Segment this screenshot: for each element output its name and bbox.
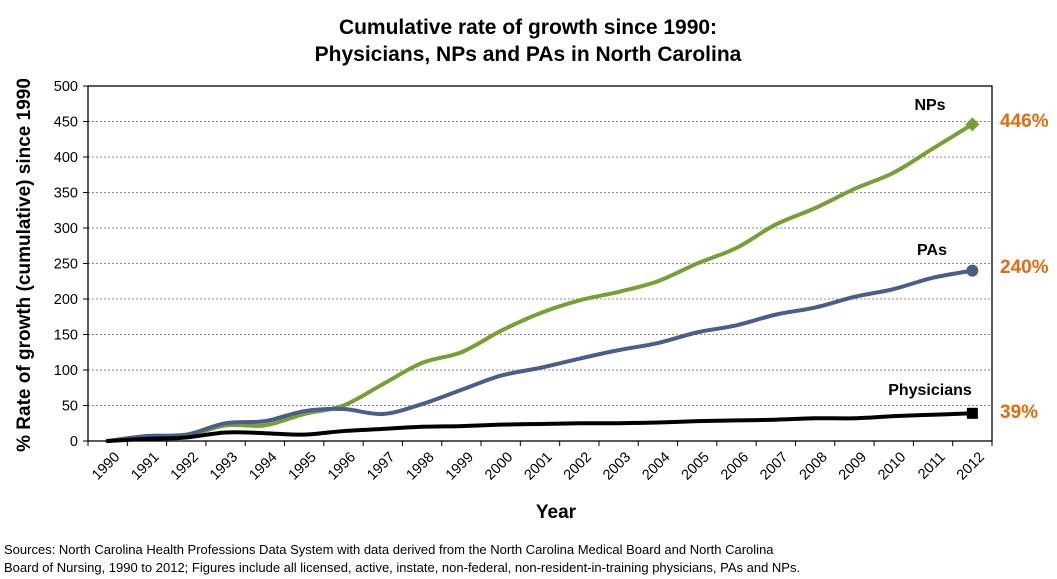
x-tick-label-2002: 2002 — [561, 449, 595, 483]
y-tick-label-150: 150 — [54, 328, 78, 344]
series-line-pas — [105, 268, 975, 443]
y-tick-label-0: 0 — [70, 434, 78, 450]
x-tick-label-2006: 2006 — [718, 449, 752, 483]
x-tick-label-1991: 1991 — [128, 449, 162, 483]
x-tick-label-1996: 1996 — [325, 449, 359, 483]
y-tick-label-450: 450 — [54, 115, 78, 131]
chart-title-line-2: Physicians, NPs and PAs in North Carolin… — [315, 43, 742, 66]
x-tick-label-2010: 2010 — [875, 449, 909, 483]
x-tick-labels: 1990 1991 1992 1993 1994 1995 1996 1997 1998 1999… — [89, 449, 988, 483]
y-tick-label-500: 500 — [54, 79, 78, 95]
y-tick-label-100: 100 — [54, 363, 78, 379]
y-tick-label-50: 50 — [62, 399, 78, 415]
x-tick-label-2001: 2001 — [521, 449, 555, 483]
x-tick-label-2000: 2000 — [482, 449, 516, 483]
x-axis-label: Year — [536, 502, 577, 523]
y-axis-label: % Rate of growth (cumulative) since 1990 — [14, 78, 35, 452]
end-marker-physicians — [966, 407, 978, 419]
end-label-physicians: 39% — [1000, 402, 1038, 423]
chart-title-line-1: Cumulative rate of growth since 1990: — [339, 16, 717, 39]
source-note-line-2: Board of Nursing, 1990 to 2012; Figures … — [4, 560, 800, 575]
end-label-nps: 446% — [1000, 111, 1049, 132]
x-tick-label-1992: 1992 — [168, 449, 202, 483]
series-label-physicians: Physicians — [888, 382, 972, 399]
x-tick-label-1997: 1997 — [364, 449, 398, 483]
y-tick-labels: 0 50 100 150 200 250 300 350 400 450 500 — [54, 79, 78, 450]
y-tick-label-400: 400 — [54, 150, 78, 166]
x-tick-label-1990: 1990 — [89, 449, 123, 483]
y-tick-label-250: 250 — [54, 257, 78, 273]
x-tick-label-1999: 1999 — [443, 449, 477, 483]
source-note-line-1: Sources: North Carolina Health Professio… — [4, 542, 774, 557]
end-label-pas: 240% — [1000, 257, 1049, 278]
x-tick-label-2012: 2012 — [954, 449, 988, 483]
series-markers — [965, 117, 980, 419]
y-tick-label-300: 300 — [54, 221, 78, 237]
y-tick-label-350: 350 — [54, 186, 78, 202]
x-tick-label-2009: 2009 — [836, 449, 870, 483]
series-label-nps: NPs — [914, 97, 945, 114]
x-tick-label-2008: 2008 — [797, 449, 831, 483]
x-tick-label-2007: 2007 — [757, 449, 791, 483]
x-tick-label-2004: 2004 — [639, 449, 673, 483]
gridlines — [83, 85, 993, 446]
y-tick-label-200: 200 — [54, 292, 78, 308]
x-tick-label-2011: 2011 — [915, 449, 948, 482]
x-tick-label-2005: 2005 — [679, 449, 713, 483]
series-lines — [105, 122, 975, 443]
plot-area-border — [87, 85, 993, 442]
x-tick-label-1995: 1995 — [286, 449, 320, 483]
end-marker-nps — [965, 117, 980, 132]
x-tick-label-1993: 1993 — [207, 449, 241, 483]
x-tick-label-1994: 1994 — [246, 449, 280, 483]
series-label-pas: PAs — [917, 242, 947, 259]
series-line-nps — [105, 122, 975, 443]
series-line-physicians — [105, 411, 975, 443]
x-tick-label-1998: 1998 — [404, 449, 438, 483]
end-marker-pas — [966, 264, 979, 277]
x-tick-label-2003: 2003 — [600, 449, 634, 483]
